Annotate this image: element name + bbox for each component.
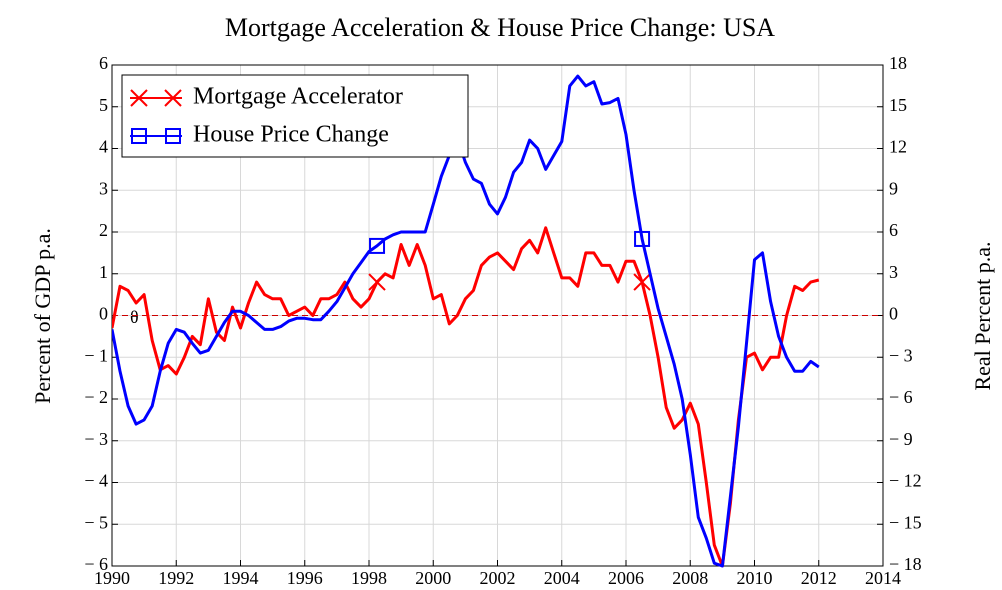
x-tick-label: 1992 [158,568,194,588]
marker-stroke [164,89,182,107]
y2-tick-label: 3 [889,262,898,282]
marker [131,128,147,144]
plot-frame [111,64,884,567]
legend: Mortgage Accelerator House Price Change [121,74,469,158]
y-tick-label: 6 [99,53,108,73]
y2-tick-label: − 6 [889,387,913,407]
y2-tick-label: − 12 [889,471,922,491]
y2-tick-label: 6 [889,220,898,240]
marker [164,89,182,107]
x-tick-label: 2008 [672,568,708,588]
marker [633,273,651,291]
y-tick-label: − 4 [84,471,108,491]
x-tick-label: 2002 [480,568,516,588]
marker [369,237,386,254]
y2-tick-label: − 18 [889,554,922,574]
x-tick-label: 1990 [94,568,130,588]
series-line [112,74,820,568]
marker-stroke [633,273,651,291]
y2-tick-label: − 9 [889,429,913,449]
legend-label: House Price Change [193,122,389,148]
y-tick-label: 2 [99,220,108,240]
series-line [112,226,820,568]
y-tick-label: − 6 [84,554,108,574]
x-tick-label: 2004 [544,568,580,588]
y-tick-label: 0 [99,304,108,324]
y-tick-label: 1 [99,262,108,282]
legend-label: Mortgage Accelerator [193,84,403,110]
marker [130,89,148,107]
y-tick-label: 3 [99,178,108,198]
y-tick-label: − 3 [84,429,108,449]
y2-tick-label: 18 [889,53,907,73]
x-tick-label: 2012 [801,568,837,588]
x-tick-label: 2010 [737,568,773,588]
y-axis-label: Percent of GDP p.a. [30,228,55,404]
marker [165,128,181,144]
x-tick-label: 1998 [351,568,387,588]
x-tick-label: 2000 [415,568,451,588]
y2-tick-label: 15 [889,95,907,115]
y2-tick-label: 0 [889,304,898,324]
y-tick-label: − 1 [84,345,108,365]
x-tick-label: 1994 [223,568,259,588]
y2-axis-label: Real Percent p.a. [970,241,995,390]
x-tick-label: 2006 [608,568,644,588]
y-tick-label: − 2 [84,387,108,407]
y2-tick-label: 9 [889,178,898,198]
y2-tick-label: − 15 [889,512,922,532]
x-tick-label: 1996 [287,568,323,588]
x-tick-label: 2014 [865,568,901,588]
marker-stroke [368,273,386,291]
y2-tick-label: 12 [889,137,907,157]
marker [634,230,651,247]
marker [368,273,386,291]
y2-tick-label: − 3 [889,345,913,365]
marker-stroke [130,89,148,107]
chart-title: Mortgage Acceleration & House Price Chan… [225,13,775,42]
y-tick-label: 5 [99,95,108,115]
y-tick-label: 4 [99,137,108,157]
y-tick-label: − 5 [84,512,108,532]
annotation: θ [130,307,139,327]
